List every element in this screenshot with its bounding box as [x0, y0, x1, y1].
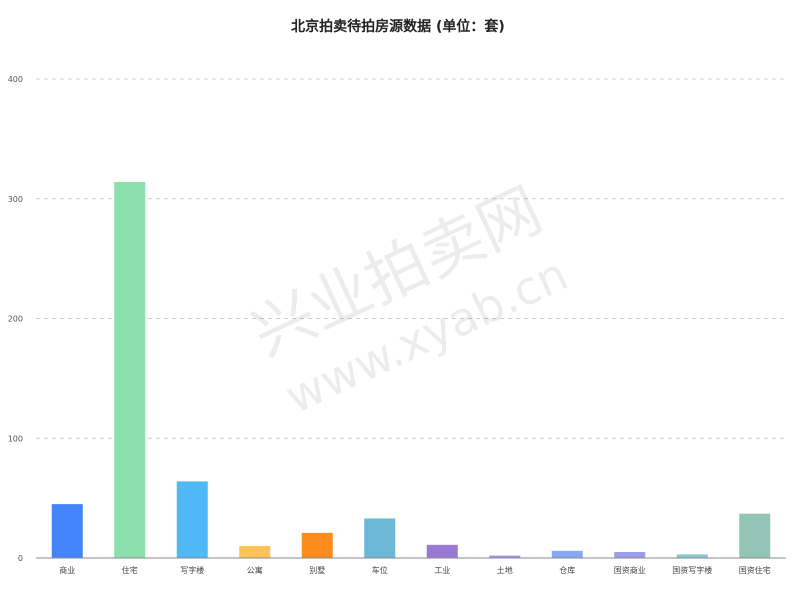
bar[interactable] [301, 532, 333, 558]
x-tick-label: 土地 [497, 565, 513, 575]
bar[interactable] [51, 504, 83, 558]
y-tick-label: 100 [8, 434, 23, 443]
y-tick-label: 200 [8, 315, 23, 324]
x-tick-label: 仓库 [559, 565, 575, 575]
y-tick-label: 300 [8, 195, 23, 204]
x-tick-label: 公寓 [247, 565, 263, 575]
x-tick-label: 写字楼 [180, 565, 204, 575]
bar[interactable] [614, 552, 646, 558]
bar[interactable] [676, 554, 708, 558]
bar[interactable] [176, 481, 208, 558]
x-tick-label: 住宅 [122, 565, 138, 575]
chart-title: 北京拍卖待拍房源数据 (单位：套) [291, 19, 505, 35]
x-tick-label: 国资商业 [614, 565, 646, 575]
bar[interactable] [426, 544, 458, 558]
bar[interactable] [114, 181, 146, 559]
bar[interactable] [551, 550, 583, 558]
watermark: 兴业拍卖网 www.xyab.cn [241, 173, 576, 424]
bar[interactable] [739, 513, 771, 558]
bar[interactable] [489, 555, 521, 558]
x-tick-label: 国资住宅 [739, 565, 771, 575]
y-tick-label: 400 [8, 75, 23, 84]
grid-layer [36, 78, 786, 439]
x-tick-label: 别墅 [309, 565, 325, 575]
y-tick-label: 0 [18, 554, 23, 563]
bar[interactable] [239, 546, 271, 558]
bar-layer [51, 181, 771, 559]
x-tick-label: 车位 [372, 565, 388, 575]
x-tick-label: 商业 [59, 565, 75, 575]
label-layer: 0 100 200 300 400 商业 住宅 写字楼 公寓 别墅 车位 工业 土地 仓库 国资商业 国资写字… [8, 75, 771, 575]
x-tick-label: 工业 [434, 565, 450, 575]
bar[interactable] [364, 518, 396, 558]
x-tick-label: 国资写字楼 [672, 565, 712, 575]
